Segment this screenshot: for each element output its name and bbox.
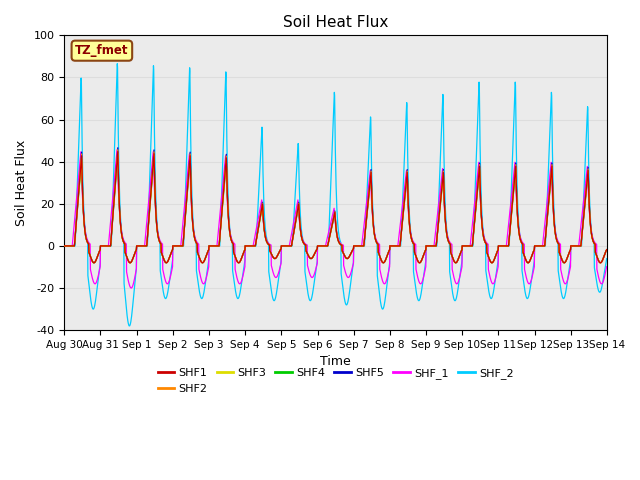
SHF1 bbox=[114, 149, 122, 155]
SHF5 bbox=[212, 243, 220, 249]
SHF3 bbox=[364, 209, 371, 215]
SHF4 bbox=[570, 243, 578, 249]
Y-axis label: Soil Heat Flux: Soil Heat Flux bbox=[15, 140, 28, 226]
SHF3 bbox=[351, 243, 359, 249]
SHF2 bbox=[351, 243, 359, 249]
Line: SHF2: SHF2 bbox=[64, 150, 607, 263]
Text: TZ_fmet: TZ_fmet bbox=[75, 44, 129, 57]
SHF_2 bbox=[493, 262, 501, 267]
SHF3 bbox=[603, 247, 611, 252]
Title: Soil Heat Flux: Soil Heat Flux bbox=[283, 15, 388, 30]
SHF_2 bbox=[212, 243, 220, 249]
SHF4 bbox=[364, 209, 371, 215]
SHF1 bbox=[603, 247, 611, 252]
SHF5 bbox=[364, 206, 371, 212]
SHF3 bbox=[570, 243, 578, 249]
SHF_1 bbox=[127, 285, 135, 291]
SHF_1 bbox=[570, 243, 578, 249]
SHF1 bbox=[351, 243, 359, 249]
SHF1 bbox=[60, 243, 68, 249]
SHF4 bbox=[556, 250, 563, 255]
SHF2 bbox=[60, 243, 68, 249]
SHF2 bbox=[212, 243, 220, 249]
SHF_2 bbox=[351, 243, 359, 249]
SHF_2 bbox=[603, 256, 611, 262]
SHF_2 bbox=[570, 243, 578, 249]
Line: SHF3: SHF3 bbox=[64, 154, 607, 263]
SHF_2 bbox=[113, 61, 121, 67]
SHF_1 bbox=[212, 243, 220, 249]
SHF1 bbox=[90, 260, 98, 265]
SHF2 bbox=[556, 250, 563, 255]
Line: SHF1: SHF1 bbox=[64, 152, 607, 263]
SHF5 bbox=[351, 243, 359, 249]
Line: SHF_1: SHF_1 bbox=[64, 150, 607, 288]
SHF3 bbox=[493, 248, 501, 254]
SHF_1 bbox=[493, 267, 501, 273]
SHF_1 bbox=[603, 264, 611, 269]
SHF4 bbox=[351, 243, 359, 249]
Line: SHF4: SHF4 bbox=[64, 156, 607, 263]
SHF4 bbox=[603, 247, 611, 252]
SHF5 bbox=[60, 243, 68, 249]
SHF_1 bbox=[351, 243, 359, 249]
Line: SHF_2: SHF_2 bbox=[64, 64, 607, 326]
SHF5 bbox=[90, 260, 98, 265]
SHF_2 bbox=[556, 275, 563, 281]
SHF_1 bbox=[60, 243, 68, 249]
SHF5 bbox=[493, 248, 501, 254]
SHF1 bbox=[493, 248, 501, 254]
SHF5 bbox=[570, 243, 578, 249]
SHF3 bbox=[60, 243, 68, 249]
SHF4 bbox=[212, 243, 220, 249]
SHF3 bbox=[114, 151, 122, 156]
SHF2 bbox=[364, 207, 371, 213]
SHF5 bbox=[603, 247, 611, 252]
SHF_1 bbox=[113, 147, 121, 153]
SHF4 bbox=[90, 260, 98, 265]
Line: SHF5: SHF5 bbox=[64, 148, 607, 263]
X-axis label: Time: Time bbox=[320, 355, 351, 369]
SHF_1 bbox=[556, 240, 563, 246]
SHF4 bbox=[493, 248, 501, 254]
SHF4 bbox=[60, 243, 68, 249]
SHF5 bbox=[114, 145, 122, 151]
SHF_1 bbox=[364, 194, 371, 200]
SHF2 bbox=[493, 248, 501, 254]
SHF2 bbox=[114, 147, 122, 153]
SHF1 bbox=[212, 243, 220, 249]
SHF1 bbox=[570, 243, 578, 249]
SHF1 bbox=[364, 208, 371, 214]
SHF_2 bbox=[125, 323, 133, 329]
SHF5 bbox=[556, 250, 563, 255]
SHF_2 bbox=[60, 243, 68, 249]
SHF4 bbox=[114, 153, 122, 158]
SHF2 bbox=[570, 243, 578, 249]
Legend: SHF1, SHF2, SHF3, SHF4, SHF5, SHF_1, SHF_2: SHF1, SHF2, SHF3, SHF4, SHF5, SHF_1, SHF… bbox=[153, 364, 518, 398]
SHF3 bbox=[556, 250, 563, 255]
SHF1 bbox=[556, 250, 563, 255]
SHF2 bbox=[90, 260, 98, 265]
SHF2 bbox=[603, 247, 611, 252]
SHF3 bbox=[212, 243, 220, 249]
SHF_2 bbox=[364, 184, 371, 190]
SHF3 bbox=[90, 260, 98, 265]
